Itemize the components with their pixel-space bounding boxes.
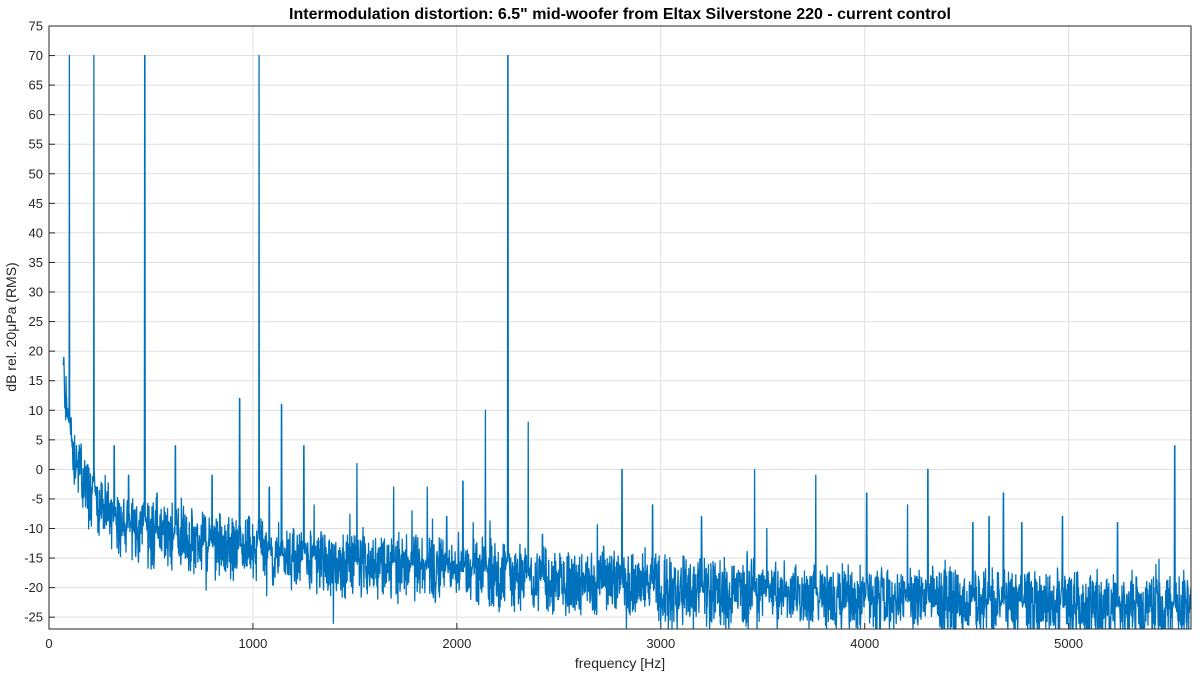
y-tick-label: 55 (29, 137, 43, 152)
y-tick-label: 25 (29, 314, 43, 329)
grid (48, 25, 1191, 629)
y-tick-label: 65 (29, 78, 43, 93)
y-tick-label: -25 (24, 610, 43, 625)
y-tick-label: 35 (29, 255, 43, 270)
y-tick-label: -15 (24, 551, 43, 566)
y-tick-label: 60 (29, 107, 43, 122)
x-tick-label: 5000 (1054, 636, 1083, 651)
y-tick-label: 75 (29, 19, 43, 34)
y-tick-label: -5 (31, 491, 43, 506)
y-tick-labels: -25 -20 -15 -10 -5 0 5 10 15 20 25 30 35 40 45 50 55 60 65… (24, 19, 43, 625)
y-tick-label: 20 (29, 344, 43, 359)
y-axis-label: dB rel. 20μPa (RMS) (3, 262, 19, 391)
x-tick-label: 4000 (850, 636, 879, 651)
x-tick-label: 2000 (442, 636, 471, 651)
y-tick-label: 40 (29, 225, 43, 240)
y-tick-label: 10 (29, 403, 43, 418)
x-axis-label: frequency [Hz] (575, 655, 665, 671)
series (62, 54, 1191, 629)
y-tick-label: 30 (29, 285, 43, 300)
y-tick-label: 5 (36, 432, 43, 447)
x-tick-label: 1000 (238, 636, 267, 651)
y-tick-label: -20 (24, 580, 43, 595)
y-tick-label: 45 (29, 196, 43, 211)
chart-title: Intermodulation distortion: 6.5" mid-woo… (289, 6, 951, 23)
y-tick-label: 70 (29, 48, 43, 63)
y-tick-label: 15 (29, 373, 43, 388)
x-tick-labels: 0 1000 2000 3000 4000 5000 (45, 636, 1083, 651)
spectrum-line (62, 54, 1191, 629)
y-tick-label: 50 (29, 166, 43, 181)
x-tick-label: 0 (45, 636, 52, 651)
y-tick-label: 0 (36, 462, 43, 477)
plot-frame (48, 25, 1192, 630)
x-tick-label: 3000 (646, 636, 675, 651)
y-tick-label: -10 (24, 521, 43, 536)
